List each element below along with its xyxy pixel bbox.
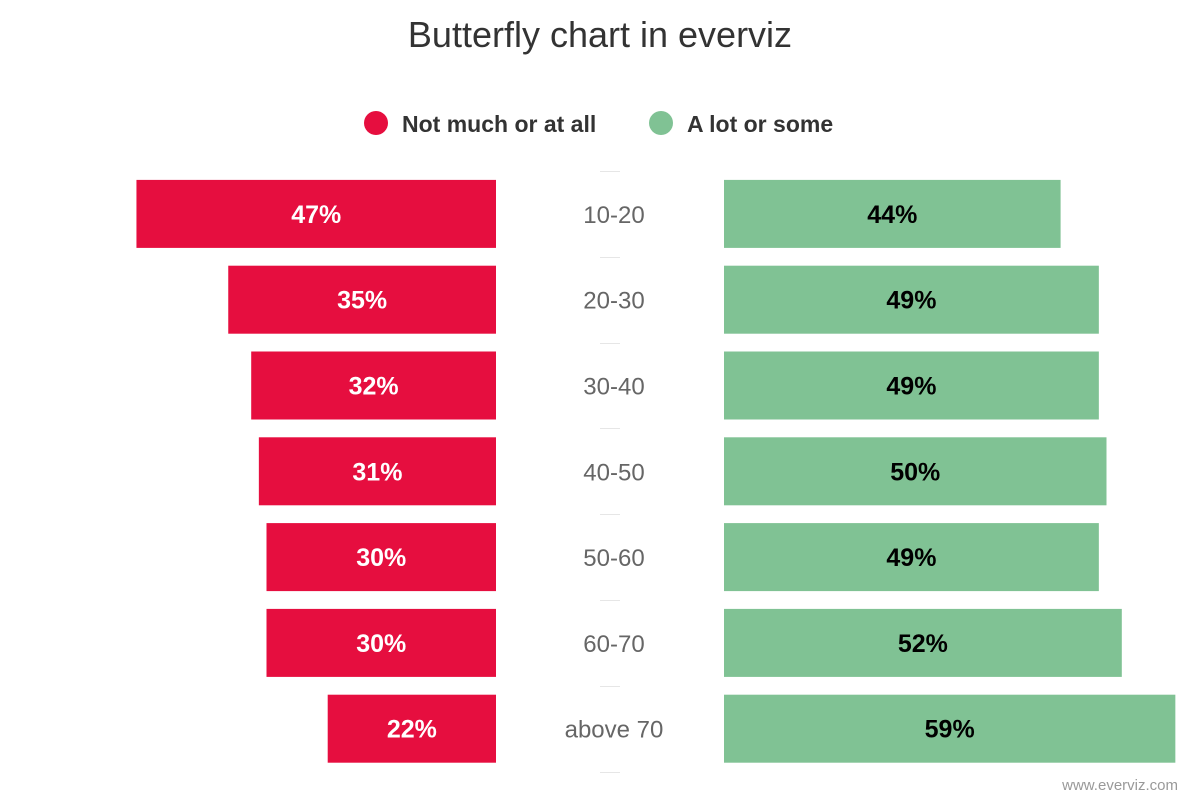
legend-marker-not-much bbox=[364, 111, 388, 135]
data-label-a-lot: 59% bbox=[925, 716, 975, 744]
data-label-not-much: 47% bbox=[291, 201, 341, 229]
credit-text[interactable]: www.everviz.com bbox=[1061, 777, 1178, 794]
data-label-not-much: 30% bbox=[356, 544, 406, 572]
category-label: 30-40 bbox=[583, 374, 644, 401]
legend-label-not-much: Not much or at all bbox=[402, 111, 596, 137]
data-label-a-lot: 50% bbox=[890, 458, 940, 486]
category-label: 10-20 bbox=[583, 202, 644, 229]
bar-a-lot[interactable] bbox=[724, 437, 1107, 506]
bar-a-lot[interactable] bbox=[724, 694, 1176, 763]
data-label-a-lot: 52% bbox=[898, 630, 948, 658]
legend-item-a-lot[interactable]: A lot or some bbox=[649, 111, 833, 137]
data-label-not-much: 30% bbox=[356, 630, 406, 658]
legend-marker-a-lot bbox=[649, 111, 673, 135]
bar-not-much[interactable] bbox=[136, 179, 496, 248]
bar-not-much[interactable] bbox=[327, 694, 496, 763]
legend-item-not-much[interactable]: Not much or at all bbox=[364, 111, 596, 137]
data-label-not-much: 32% bbox=[349, 373, 399, 401]
bar-a-lot[interactable] bbox=[724, 179, 1061, 248]
bar-not-much[interactable] bbox=[258, 437, 496, 506]
bar-not-much[interactable] bbox=[266, 523, 497, 592]
data-label-a-lot: 49% bbox=[886, 544, 936, 572]
category-label: 40-50 bbox=[583, 459, 644, 486]
bar-not-much[interactable] bbox=[266, 608, 497, 677]
category-label: 20-30 bbox=[583, 288, 644, 315]
legend-label-a-lot: A lot or some bbox=[687, 111, 833, 137]
data-label-not-much: 35% bbox=[337, 287, 387, 315]
bar-not-much[interactable] bbox=[251, 351, 496, 420]
bar-not-much[interactable] bbox=[228, 265, 496, 334]
chart-title: Butterfly chart in everviz bbox=[408, 14, 792, 55]
bar-a-lot[interactable] bbox=[724, 608, 1122, 677]
category-label: 50-60 bbox=[583, 545, 644, 572]
category-label: 60-70 bbox=[583, 631, 644, 658]
category-label: above 70 bbox=[565, 717, 664, 744]
legend[interactable]: Not much or at all A lot or some bbox=[364, 111, 833, 137]
data-label-not-much: 31% bbox=[352, 458, 402, 486]
plot-area: 47% 10-20 44% 35% 20-30 49% 32% 30-40 49% 31% 40-5… bbox=[136, 171, 1176, 773]
bar-a-lot[interactable] bbox=[724, 265, 1099, 334]
data-label-a-lot: 49% bbox=[886, 373, 936, 401]
data-label-not-much: 22% bbox=[387, 716, 437, 744]
bar-a-lot[interactable] bbox=[724, 351, 1099, 420]
data-label-a-lot: 44% bbox=[867, 201, 917, 229]
bar-a-lot[interactable] bbox=[724, 523, 1099, 592]
data-label-a-lot: 49% bbox=[886, 287, 936, 315]
